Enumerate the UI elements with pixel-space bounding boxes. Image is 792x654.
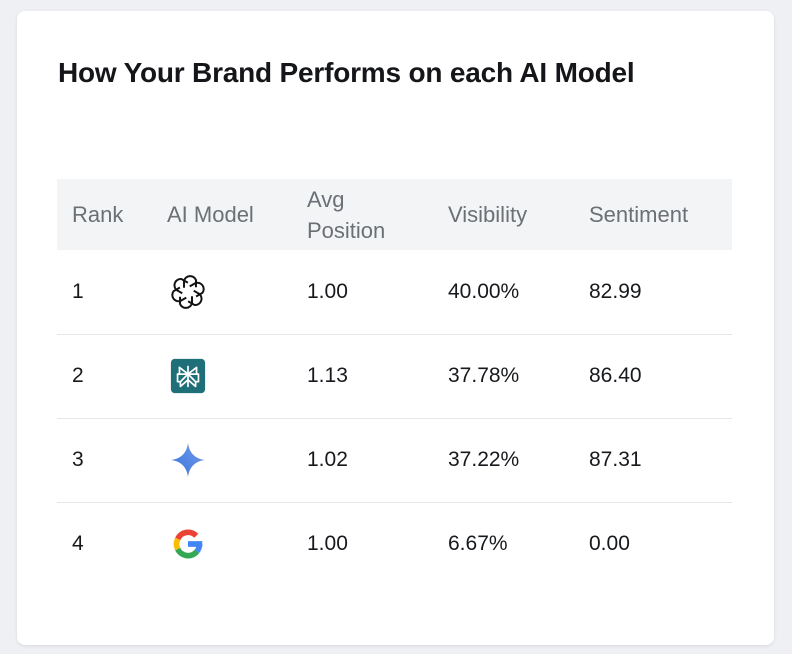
column-header-avg-position: Avg Position [292, 179, 433, 250]
model-cell [152, 250, 292, 334]
rank-cell: 1 [57, 250, 152, 334]
ai-model-performance-table: Rank AI Model Avg Position Visibility Se… [57, 179, 732, 586]
sentiment-cell: 86.40 [574, 334, 732, 418]
visibility-cell: 40.00% [433, 250, 574, 334]
column-header-ai-model: AI Model [152, 179, 292, 250]
card-title: How Your Brand Performs on each AI Model [58, 57, 634, 89]
column-header-avg-position-line1: Avg [307, 187, 345, 212]
gemini-icon [169, 441, 207, 479]
avg-position-cell: 1.02 [292, 418, 433, 502]
table-header: Rank AI Model Avg Position Visibility Se… [57, 179, 732, 250]
model-cell [152, 334, 292, 418]
perplexity-icon [169, 357, 207, 395]
rank-cell: 2 [57, 334, 152, 418]
visibility-cell: 37.78% [433, 334, 574, 418]
table-row: 4 1.00 [57, 502, 732, 586]
model-cell [152, 502, 292, 586]
avg-position-cell: 1.00 [292, 502, 433, 586]
visibility-cell: 37.22% [433, 418, 574, 502]
column-header-rank: Rank [57, 179, 152, 250]
rank-cell: 4 [57, 502, 152, 586]
table-row: 1 [57, 250, 732, 334]
rank-cell: 3 [57, 418, 152, 502]
column-header-avg-position-line2: Position [307, 218, 385, 243]
avg-position-cell: 1.13 [292, 334, 433, 418]
sentiment-cell: 82.99 [574, 250, 732, 334]
table-header-row: Rank AI Model Avg Position Visibility Se… [57, 179, 732, 250]
ai-model-performance-card: How Your Brand Performs on each AI Model… [17, 11, 774, 645]
openai-icon [169, 273, 207, 311]
avg-position-cell: 1.00 [292, 250, 433, 334]
model-cell [152, 418, 292, 502]
column-header-visibility: Visibility [433, 179, 574, 250]
table-row: 3 [57, 418, 732, 502]
sentiment-cell: 0.00 [574, 502, 732, 586]
visibility-cell: 6.67% [433, 502, 574, 586]
google-icon [169, 525, 207, 563]
sentiment-cell: 87.31 [574, 418, 732, 502]
column-header-sentiment: Sentiment [574, 179, 732, 250]
table-row: 2 [57, 334, 732, 418]
